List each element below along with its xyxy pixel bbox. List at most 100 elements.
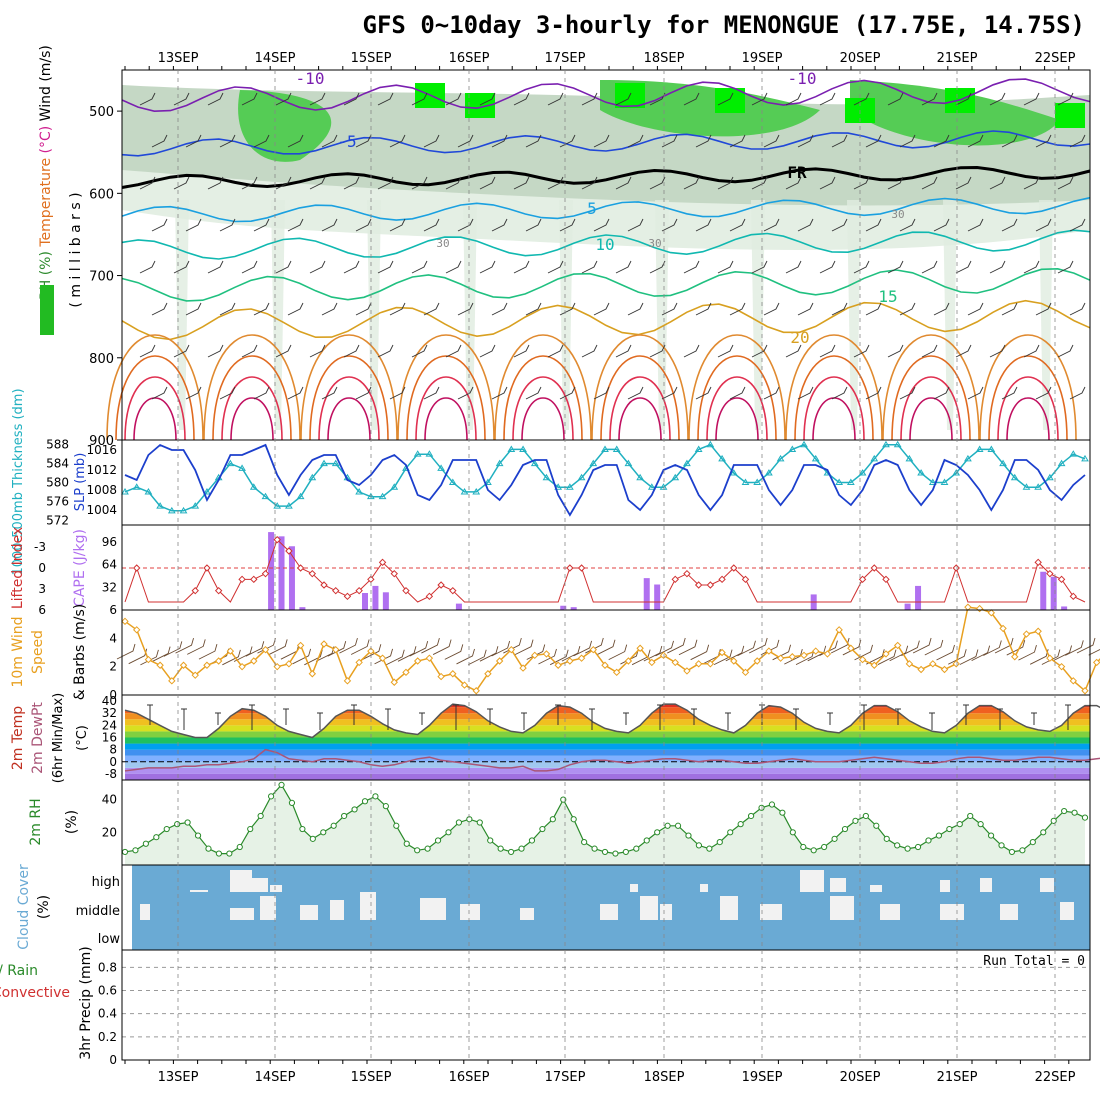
wind-barb — [185, 134, 202, 148]
li-tick: 3 — [38, 582, 46, 596]
temp-contour — [121, 196, 1091, 223]
cloud-level-label: middle — [76, 904, 120, 919]
wind-barb — [1001, 134, 1018, 148]
wind-barb — [287, 386, 304, 400]
contour-label: 30 — [891, 208, 904, 221]
rh-band-bright — [715, 88, 745, 113]
wind-barb — [219, 302, 236, 316]
thickness-series-point — [636, 473, 645, 481]
thickness-series-point — [577, 473, 586, 481]
rh-point — [946, 825, 953, 833]
wind-speed-point — [683, 667, 691, 675]
wind-barb-10m — [667, 637, 686, 654]
lifted-index-point — [952, 564, 960, 572]
cloud-mid-block — [140, 904, 150, 920]
cape-bar — [570, 607, 577, 610]
wind-barb-10m — [1029, 649, 1049, 665]
wind-speed-point — [1069, 677, 1077, 685]
wind-speed-point — [870, 661, 878, 669]
thickness-series-point — [390, 483, 399, 490]
rh-point — [789, 829, 796, 836]
top-date-label: 17SEP — [545, 51, 586, 66]
rh-point — [779, 809, 786, 816]
wind-barb — [389, 218, 406, 232]
rh-point — [935, 832, 943, 839]
wind-barb-10m — [748, 637, 768, 654]
rh-point — [977, 821, 984, 828]
wind-barb — [151, 134, 168, 148]
cape-tick: 96 — [102, 535, 117, 549]
wind-speed-point — [577, 654, 586, 662]
wind-barb — [185, 386, 202, 400]
wind-speed-point — [741, 668, 750, 677]
wind-speed-point — [296, 641, 305, 650]
wind-barb — [581, 176, 598, 190]
thickness-series-point — [893, 440, 902, 448]
wind-barb-10m — [1076, 637, 1096, 654]
cloud-mid-block — [300, 905, 318, 920]
wind-barb — [445, 92, 462, 106]
thickness-series-point — [167, 506, 176, 514]
wind-barb — [989, 92, 1006, 106]
wind-ylabel-line1: 10m Wind — [10, 616, 26, 687]
cape-bar — [288, 546, 295, 610]
contour-label: 10 — [595, 235, 614, 254]
precip-total-label: Total / Rain — [0, 963, 38, 979]
wind-speed-point — [156, 661, 164, 669]
wind-barb — [615, 344, 632, 358]
rh-ylabel: 2m RH — [28, 798, 44, 845]
wind-speed-point — [612, 668, 621, 677]
wind-barb — [989, 344, 1006, 358]
wind-speed-point — [882, 650, 890, 658]
wind-barb — [683, 344, 700, 358]
temp-band — [125, 761, 1090, 768]
temp-band — [125, 767, 1090, 774]
wind-barb-10m — [877, 649, 897, 665]
bottom-date-label: 22SEP — [1035, 1070, 1076, 1085]
wind-barb — [649, 176, 666, 190]
minmax-bar — [827, 712, 833, 725]
thickness-series-point — [1069, 450, 1078, 457]
cloud-high-block — [230, 870, 252, 892]
cloud-mid-block — [640, 896, 658, 920]
minmax-bar — [521, 712, 527, 730]
cape-bar — [915, 585, 922, 610]
minmax-bar — [351, 704, 357, 725]
rh-point — [320, 829, 327, 836]
wind-barb — [887, 92, 904, 106]
warm-arch — [512, 376, 574, 441]
wind-barb-10m — [936, 644, 955, 661]
lifted-index-point — [191, 586, 199, 595]
warm-arch — [415, 376, 477, 441]
bottom-date-label: 17SEP — [545, 1070, 586, 1085]
wind-barb-10m — [959, 649, 979, 665]
wind-speed-point — [1034, 627, 1042, 635]
wind-speed-point — [964, 603, 972, 611]
cape-bar — [455, 603, 462, 610]
lifted-index-point — [378, 558, 387, 567]
wind-barb — [729, 302, 746, 316]
rh-point — [716, 839, 723, 846]
cloud-ylabel-unit: (%) — [36, 895, 52, 919]
minmax-bar — [215, 712, 221, 725]
wind-barb — [581, 260, 598, 274]
wind-speed-point — [250, 657, 258, 665]
slp-tick: 1008 — [86, 483, 117, 497]
section-ylabel-sub: ( m i l l i b a r s ) — [68, 192, 84, 307]
cape-ylabel: CAPE (J/kg) — [72, 529, 88, 607]
bottom-date-label: 13SEP — [158, 1070, 199, 1085]
wind-speed-point — [390, 678, 398, 686]
wind-barb-10m — [187, 639, 206, 655]
wind-speed-point — [402, 668, 410, 677]
wind-barb-10m — [526, 644, 546, 660]
rh-point — [904, 845, 911, 852]
wind-barb-10m — [1053, 645, 1073, 661]
wind-barb — [785, 344, 802, 358]
wind-barb — [717, 176, 734, 190]
cloud-level-label: high — [92, 875, 120, 890]
wind-barb-10m — [737, 640, 756, 657]
wind-barb — [525, 302, 542, 316]
rh-point — [1040, 829, 1047, 836]
wind-speed-point — [847, 644, 855, 652]
thickness-series-point — [694, 445, 703, 452]
